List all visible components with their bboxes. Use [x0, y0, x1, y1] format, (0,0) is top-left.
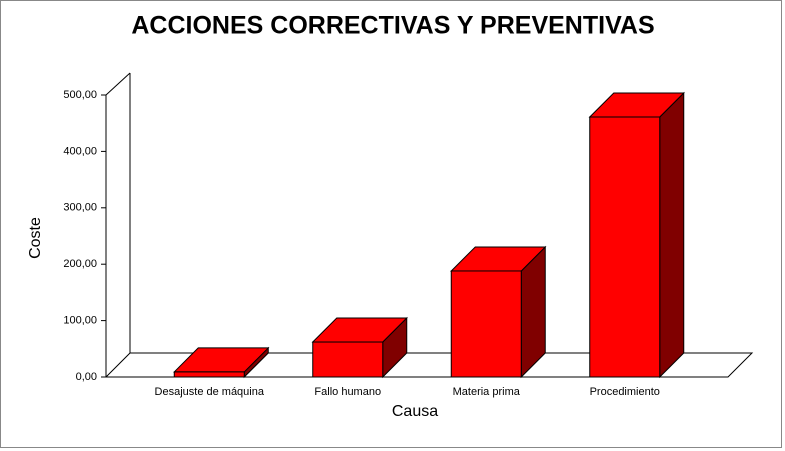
- y-axis-label: Coste: [27, 217, 44, 259]
- bar-side: [659, 91, 685, 379]
- x-tick-label: Procedimiento: [590, 386, 660, 398]
- bar: [450, 270, 522, 378]
- y-tick-label: 400,00: [63, 145, 97, 157]
- y-tick-label: 300,00: [63, 202, 97, 214]
- y-tick-label: 0,00: [76, 371, 97, 383]
- bar: [312, 341, 384, 378]
- x-tick-label: Materia prima: [453, 386, 521, 398]
- x-tick-label: Desajuste de máquina: [155, 386, 265, 398]
- x-tick-label: Fallo humano: [314, 386, 381, 398]
- bar: [589, 116, 661, 378]
- y-tick-label: 500,00: [63, 89, 97, 101]
- chart-title: ACCIONES CORRECTIVAS Y PREVENTIVAS: [131, 12, 654, 40]
- y-tick-label: 100,00: [63, 315, 97, 327]
- y-tick-label: 200,00: [63, 258, 97, 270]
- x-axis-label: Causa: [392, 403, 438, 420]
- bar: [173, 371, 245, 378]
